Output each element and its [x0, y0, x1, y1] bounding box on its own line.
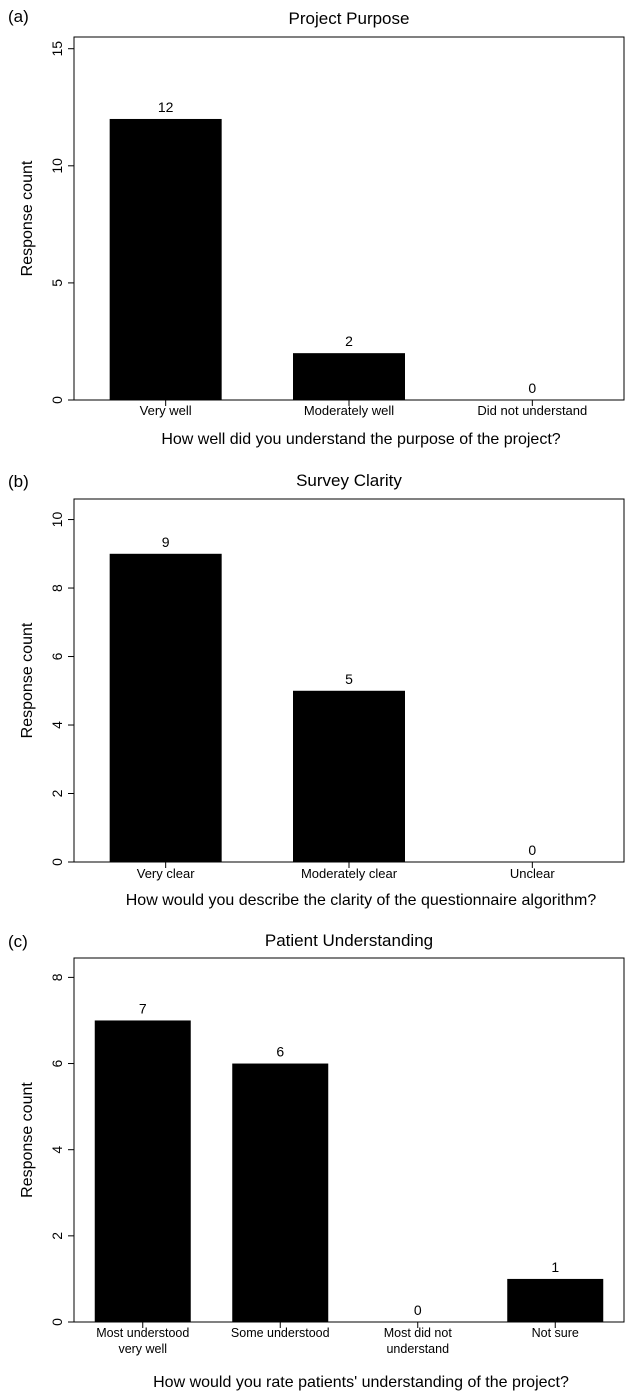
y-tick-label: 0: [49, 858, 65, 866]
chart-title: Patient Understanding: [265, 931, 433, 950]
bar: [109, 118, 222, 400]
bar: [507, 1278, 604, 1322]
x-axis-label: How would you describe the clarity of th…: [126, 892, 597, 909]
x-tick-label: Very clear: [137, 866, 195, 881]
y-axis-label: Response count: [19, 160, 36, 276]
bar: [109, 553, 222, 862]
y-tick-label: 8: [49, 584, 65, 592]
panel-label: (a): [8, 7, 29, 26]
y-axis-label: Response count: [19, 622, 36, 738]
x-tick-label: Did not understand: [477, 403, 587, 418]
y-tick-label: 0: [49, 1318, 65, 1326]
chart-panel-3: (c) Patient Understanding 0 2 4 6 8 Response co…: [8, 931, 625, 1391]
x-tick-label: Most did not understand: [384, 1326, 453, 1356]
x-axis-label: How well did you understand the purpose …: [161, 431, 560, 448]
data-label: 7: [139, 1000, 147, 1016]
plot-frame: [73, 957, 625, 1323]
data-label: 0: [528, 842, 536, 858]
bar: [293, 690, 405, 862]
bar: [232, 1063, 329, 1322]
panel-label: (c): [8, 932, 28, 951]
data-label: 5: [345, 671, 353, 687]
y-tick-label: 15: [49, 41, 65, 57]
chart-panel-1: (a) Project Purpose 0 5 10 15 Response count 12…: [8, 7, 625, 448]
data-label: 0: [528, 380, 536, 396]
panel-label: (b): [8, 472, 29, 491]
y-tick-label: 6: [49, 652, 65, 660]
data-label: 9: [162, 534, 170, 550]
chart-title: Project Purpose: [289, 9, 410, 28]
y-tick-label: 2: [49, 789, 65, 797]
y-tick-label: 0: [49, 396, 65, 404]
x-tick-label: Some understood: [231, 1326, 330, 1340]
y-tick-label: 4: [49, 1146, 65, 1154]
data-label: 2: [345, 333, 353, 349]
data-label: 0: [414, 1302, 422, 1318]
x-tick-label: Moderately clear: [301, 866, 398, 881]
y-tick-label: 10: [49, 158, 65, 174]
data-label: 1: [551, 1259, 559, 1275]
y-axis-label: Response count: [19, 1082, 36, 1198]
x-tick-label: Most understood very well: [96, 1326, 189, 1356]
bar: [293, 353, 405, 400]
data-label: 6: [276, 1044, 284, 1060]
y-tick-label: 4: [49, 721, 65, 729]
chart-panel-2: (b) Survey Clarity 0 2 4 6 8 10 Response count 9 5…: [8, 471, 625, 909]
x-tick-label: Moderately well: [304, 403, 394, 418]
chart-title: Survey Clarity: [296, 471, 402, 490]
y-tick-label: 5: [49, 279, 65, 287]
x-tick-label: Very well: [140, 403, 192, 418]
x-tick-label: Not sure: [532, 1326, 579, 1340]
x-axis-label: How would you rate patients' understandi…: [153, 1374, 569, 1391]
x-tick-label: Unclear: [510, 866, 555, 881]
y-tick-label: 10: [49, 512, 65, 528]
y-tick-label: 6: [49, 1059, 65, 1067]
bar: [94, 1020, 191, 1322]
y-tick-label: 2: [49, 1232, 65, 1240]
data-label: 12: [158, 99, 174, 115]
y-tick-label: 8: [49, 973, 65, 981]
